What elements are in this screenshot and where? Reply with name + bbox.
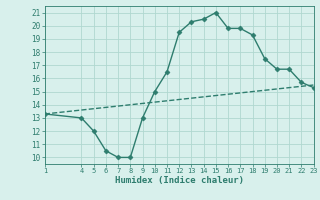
- X-axis label: Humidex (Indice chaleur): Humidex (Indice chaleur): [115, 176, 244, 185]
